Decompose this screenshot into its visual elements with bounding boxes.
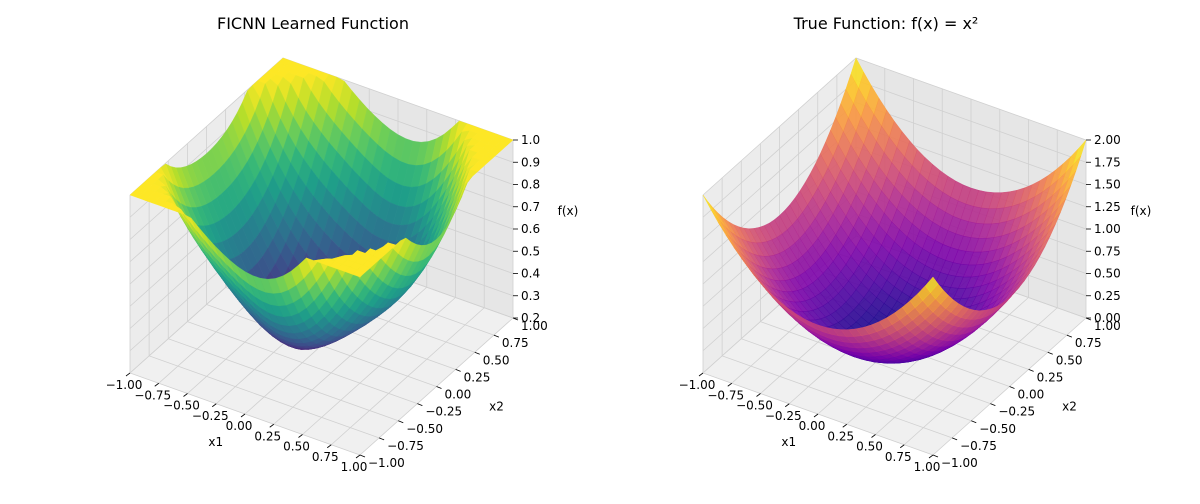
z-tick-label: 0.25 — [1094, 289, 1121, 303]
x-tick — [126, 373, 130, 376]
x-tick — [241, 414, 245, 417]
z-tick-label: 0.2 — [521, 311, 540, 325]
z-tick-label: 2.00 — [1094, 133, 1121, 147]
y-axis-label: x2 — [489, 400, 504, 414]
x-tick — [843, 424, 847, 427]
z-tick-label: 0.4 — [521, 267, 540, 281]
x-tick — [270, 424, 274, 427]
x-tick-label: 1.00 — [341, 460, 368, 474]
x-tick — [929, 455, 933, 458]
y-tick — [494, 335, 499, 337]
y-tick-label: 0.25 — [464, 370, 491, 384]
y-tick-label: 0.00 — [445, 388, 472, 402]
x-tick — [757, 394, 761, 397]
y-tick-label: 0.00 — [1018, 388, 1045, 402]
x-tick-label: 1.00 — [914, 460, 941, 474]
y-tick — [990, 404, 995, 406]
z-tick-label: 0.6 — [521, 222, 540, 236]
y-tick — [1010, 387, 1015, 389]
x-tick-label: −0.25 — [765, 409, 802, 423]
y-tick-label: −0.25 — [425, 405, 462, 419]
y-tick — [933, 455, 938, 457]
z-tick-label: 1.75 — [1094, 155, 1121, 169]
y-tick-label: −0.50 — [406, 422, 443, 436]
z-tick-label: 0.8 — [521, 178, 540, 192]
subplot-true-function: True Function: f(x) = x² −1.00 −0.75 −0.50… — [679, 14, 1152, 474]
x-tick — [872, 435, 876, 438]
x-tick-label: 0.50 — [283, 440, 310, 454]
z-tick-label: 1.0 — [521, 133, 540, 147]
x-tick-label: 0.00 — [226, 419, 253, 433]
z-tick-label: 0.5 — [521, 244, 540, 258]
x-tick — [327, 445, 331, 448]
y-tick — [437, 387, 442, 389]
z-tick-label: 0.7 — [521, 200, 540, 214]
z-tick-label: 0.50 — [1094, 267, 1121, 281]
x-tick-label: 0.50 — [856, 440, 883, 454]
x-tick — [699, 373, 703, 376]
x-tick — [356, 455, 360, 458]
z-tick-label: 1.50 — [1094, 178, 1121, 192]
x-axis-label: x1 — [781, 435, 796, 449]
z-tick-label: 0.00 — [1094, 311, 1121, 325]
y-tick-label: 0.75 — [502, 336, 529, 350]
z-tick-label: 0.3 — [521, 289, 540, 303]
y-tick-label: −0.50 — [979, 422, 1016, 436]
subplot-ficnn-learned: FICNN Learned Function −1.00 −0.75 −0.50 −0… — [106, 14, 579, 474]
y-tick — [1067, 335, 1072, 337]
y-tick-label: −0.25 — [998, 405, 1035, 419]
y-tick — [1029, 369, 1034, 371]
y-tick — [456, 369, 461, 371]
x-tick — [184, 394, 188, 397]
z-axis-label: f(x) — [1131, 204, 1152, 218]
x-tick — [299, 435, 303, 438]
x-axis-label: x1 — [208, 435, 223, 449]
x-tick-label: 0.00 — [799, 419, 826, 433]
x-tick — [212, 404, 216, 407]
y-tick — [1048, 352, 1053, 354]
x-tick-label: 0.25 — [254, 429, 281, 443]
z-tick-label: 1.00 — [1094, 222, 1121, 236]
z-tick-label: 1.25 — [1094, 200, 1121, 214]
y-tick — [360, 455, 365, 457]
x-tick-label: −0.25 — [192, 409, 229, 423]
y-tick — [379, 438, 384, 440]
y-tick — [952, 438, 957, 440]
x-tick — [728, 383, 732, 386]
x-tick — [785, 404, 789, 407]
y-tick-label: 0.50 — [483, 353, 510, 367]
x-tick-label: 0.25 — [827, 429, 854, 443]
x-tick — [900, 445, 904, 448]
x-tick — [155, 383, 159, 386]
y-tick-label: −1.00 — [941, 456, 978, 470]
y-tick — [971, 421, 976, 423]
y-tick-label: 0.75 — [1075, 336, 1102, 350]
y-tick-label: −1.00 — [368, 456, 405, 470]
x-tick — [814, 414, 818, 417]
z-axis-label: f(x) — [558, 204, 579, 218]
x-tick-label: 0.75 — [312, 450, 339, 464]
y-tick-label: 0.25 — [1037, 370, 1064, 384]
y-tick — [475, 352, 480, 354]
y-tick-label: −0.75 — [387, 439, 424, 453]
y-tick — [417, 404, 422, 406]
chart-title: FICNN Learned Function — [217, 14, 409, 33]
z-tick-label: 0.75 — [1094, 244, 1121, 258]
y-axis-label: x2 — [1062, 400, 1077, 414]
y-tick-label: 0.50 — [1056, 353, 1083, 367]
y-tick — [398, 421, 403, 423]
x-tick-label: 0.75 — [885, 450, 912, 464]
y-tick-label: −0.75 — [960, 439, 997, 453]
chart-title: True Function: f(x) = x² — [793, 14, 979, 33]
z-tick-label: 0.9 — [521, 155, 540, 169]
